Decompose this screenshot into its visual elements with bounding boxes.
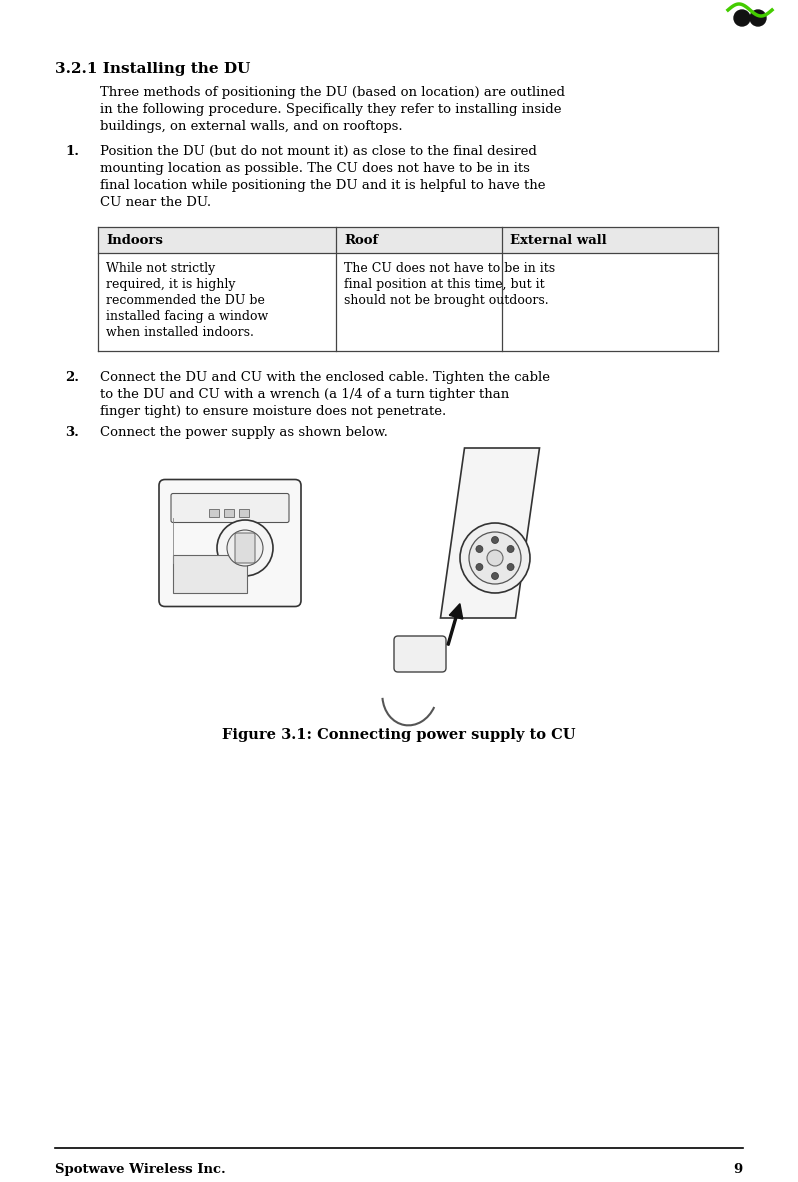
Bar: [173, 554, 247, 592]
Text: in the following procedure. Specifically they refer to installing inside: in the following procedure. Specifically…: [100, 103, 562, 116]
Bar: [98, 227, 718, 253]
Text: While not strictly: While not strictly: [106, 262, 215, 275]
Text: finger tight) to ensure moisture does not penetrate.: finger tight) to ensure moisture does no…: [100, 405, 446, 418]
Text: buildings, on external walls, and on rooftops.: buildings, on external walls, and on roo…: [100, 121, 403, 134]
Text: Three methods of positioning the DU (based on location) are outlined: Three methods of positioning the DU (bas…: [100, 86, 565, 99]
Text: recommended the DU be: recommended the DU be: [106, 294, 265, 307]
FancyBboxPatch shape: [171, 494, 289, 522]
FancyBboxPatch shape: [159, 480, 301, 606]
Text: Connect the DU and CU with the enclosed cable. Tighten the cable: Connect the DU and CU with the enclosed …: [100, 371, 550, 384]
FancyBboxPatch shape: [209, 508, 219, 517]
Text: Figure 3.1: Connecting power supply to CU: Figure 3.1: Connecting power supply to C…: [223, 728, 575, 742]
Text: 9: 9: [733, 1163, 743, 1176]
Text: CU near the DU.: CU near the DU.: [100, 196, 211, 209]
Text: installed facing a window: installed facing a window: [106, 310, 268, 323]
Text: Indoors: Indoors: [106, 234, 163, 247]
Text: required, it is highly: required, it is highly: [106, 278, 235, 291]
FancyBboxPatch shape: [235, 533, 255, 563]
FancyBboxPatch shape: [394, 636, 446, 673]
Circle shape: [487, 550, 503, 566]
Text: should not be brought outdoors.: should not be brought outdoors.: [344, 294, 549, 307]
Text: final position at this time, but it: final position at this time, but it: [344, 278, 544, 291]
Circle shape: [734, 9, 750, 26]
Text: 3.: 3.: [65, 426, 79, 439]
FancyBboxPatch shape: [224, 508, 234, 517]
Text: mounting location as possible. The CU does not have to be in its: mounting location as possible. The CU do…: [100, 162, 530, 175]
Text: Spotwave Wireless Inc.: Spotwave Wireless Inc.: [55, 1163, 226, 1176]
Text: final location while positioning the DU and it is helpful to have the: final location while positioning the DU …: [100, 178, 546, 191]
Text: when installed indoors.: when installed indoors.: [106, 326, 254, 339]
Circle shape: [492, 572, 499, 579]
Circle shape: [507, 564, 514, 571]
FancyBboxPatch shape: [239, 508, 249, 517]
Circle shape: [750, 9, 766, 26]
Text: 1.: 1.: [65, 145, 79, 158]
Circle shape: [476, 546, 483, 552]
Text: 3.2.1 Installing the DU: 3.2.1 Installing the DU: [55, 61, 251, 76]
Circle shape: [227, 530, 263, 566]
Text: Connect the power supply as shown below.: Connect the power supply as shown below.: [100, 426, 388, 439]
Circle shape: [460, 522, 530, 593]
Text: Roof: Roof: [344, 234, 378, 247]
Circle shape: [507, 546, 514, 552]
Text: External wall: External wall: [510, 234, 606, 247]
Text: 2.: 2.: [65, 371, 79, 384]
Circle shape: [217, 520, 273, 576]
Text: Position the DU (but do not mount it) as close to the final desired: Position the DU (but do not mount it) as…: [100, 145, 537, 158]
Bar: [98, 253, 718, 351]
Text: The CU does not have to be in its: The CU does not have to be in its: [344, 262, 555, 275]
Text: to the DU and CU with a wrench (a 1/4 of a turn tighter than: to the DU and CU with a wrench (a 1/4 of…: [100, 388, 509, 401]
FancyArrow shape: [447, 604, 463, 645]
Circle shape: [476, 564, 483, 571]
Polygon shape: [440, 448, 539, 618]
Circle shape: [469, 532, 521, 584]
Circle shape: [492, 537, 499, 544]
